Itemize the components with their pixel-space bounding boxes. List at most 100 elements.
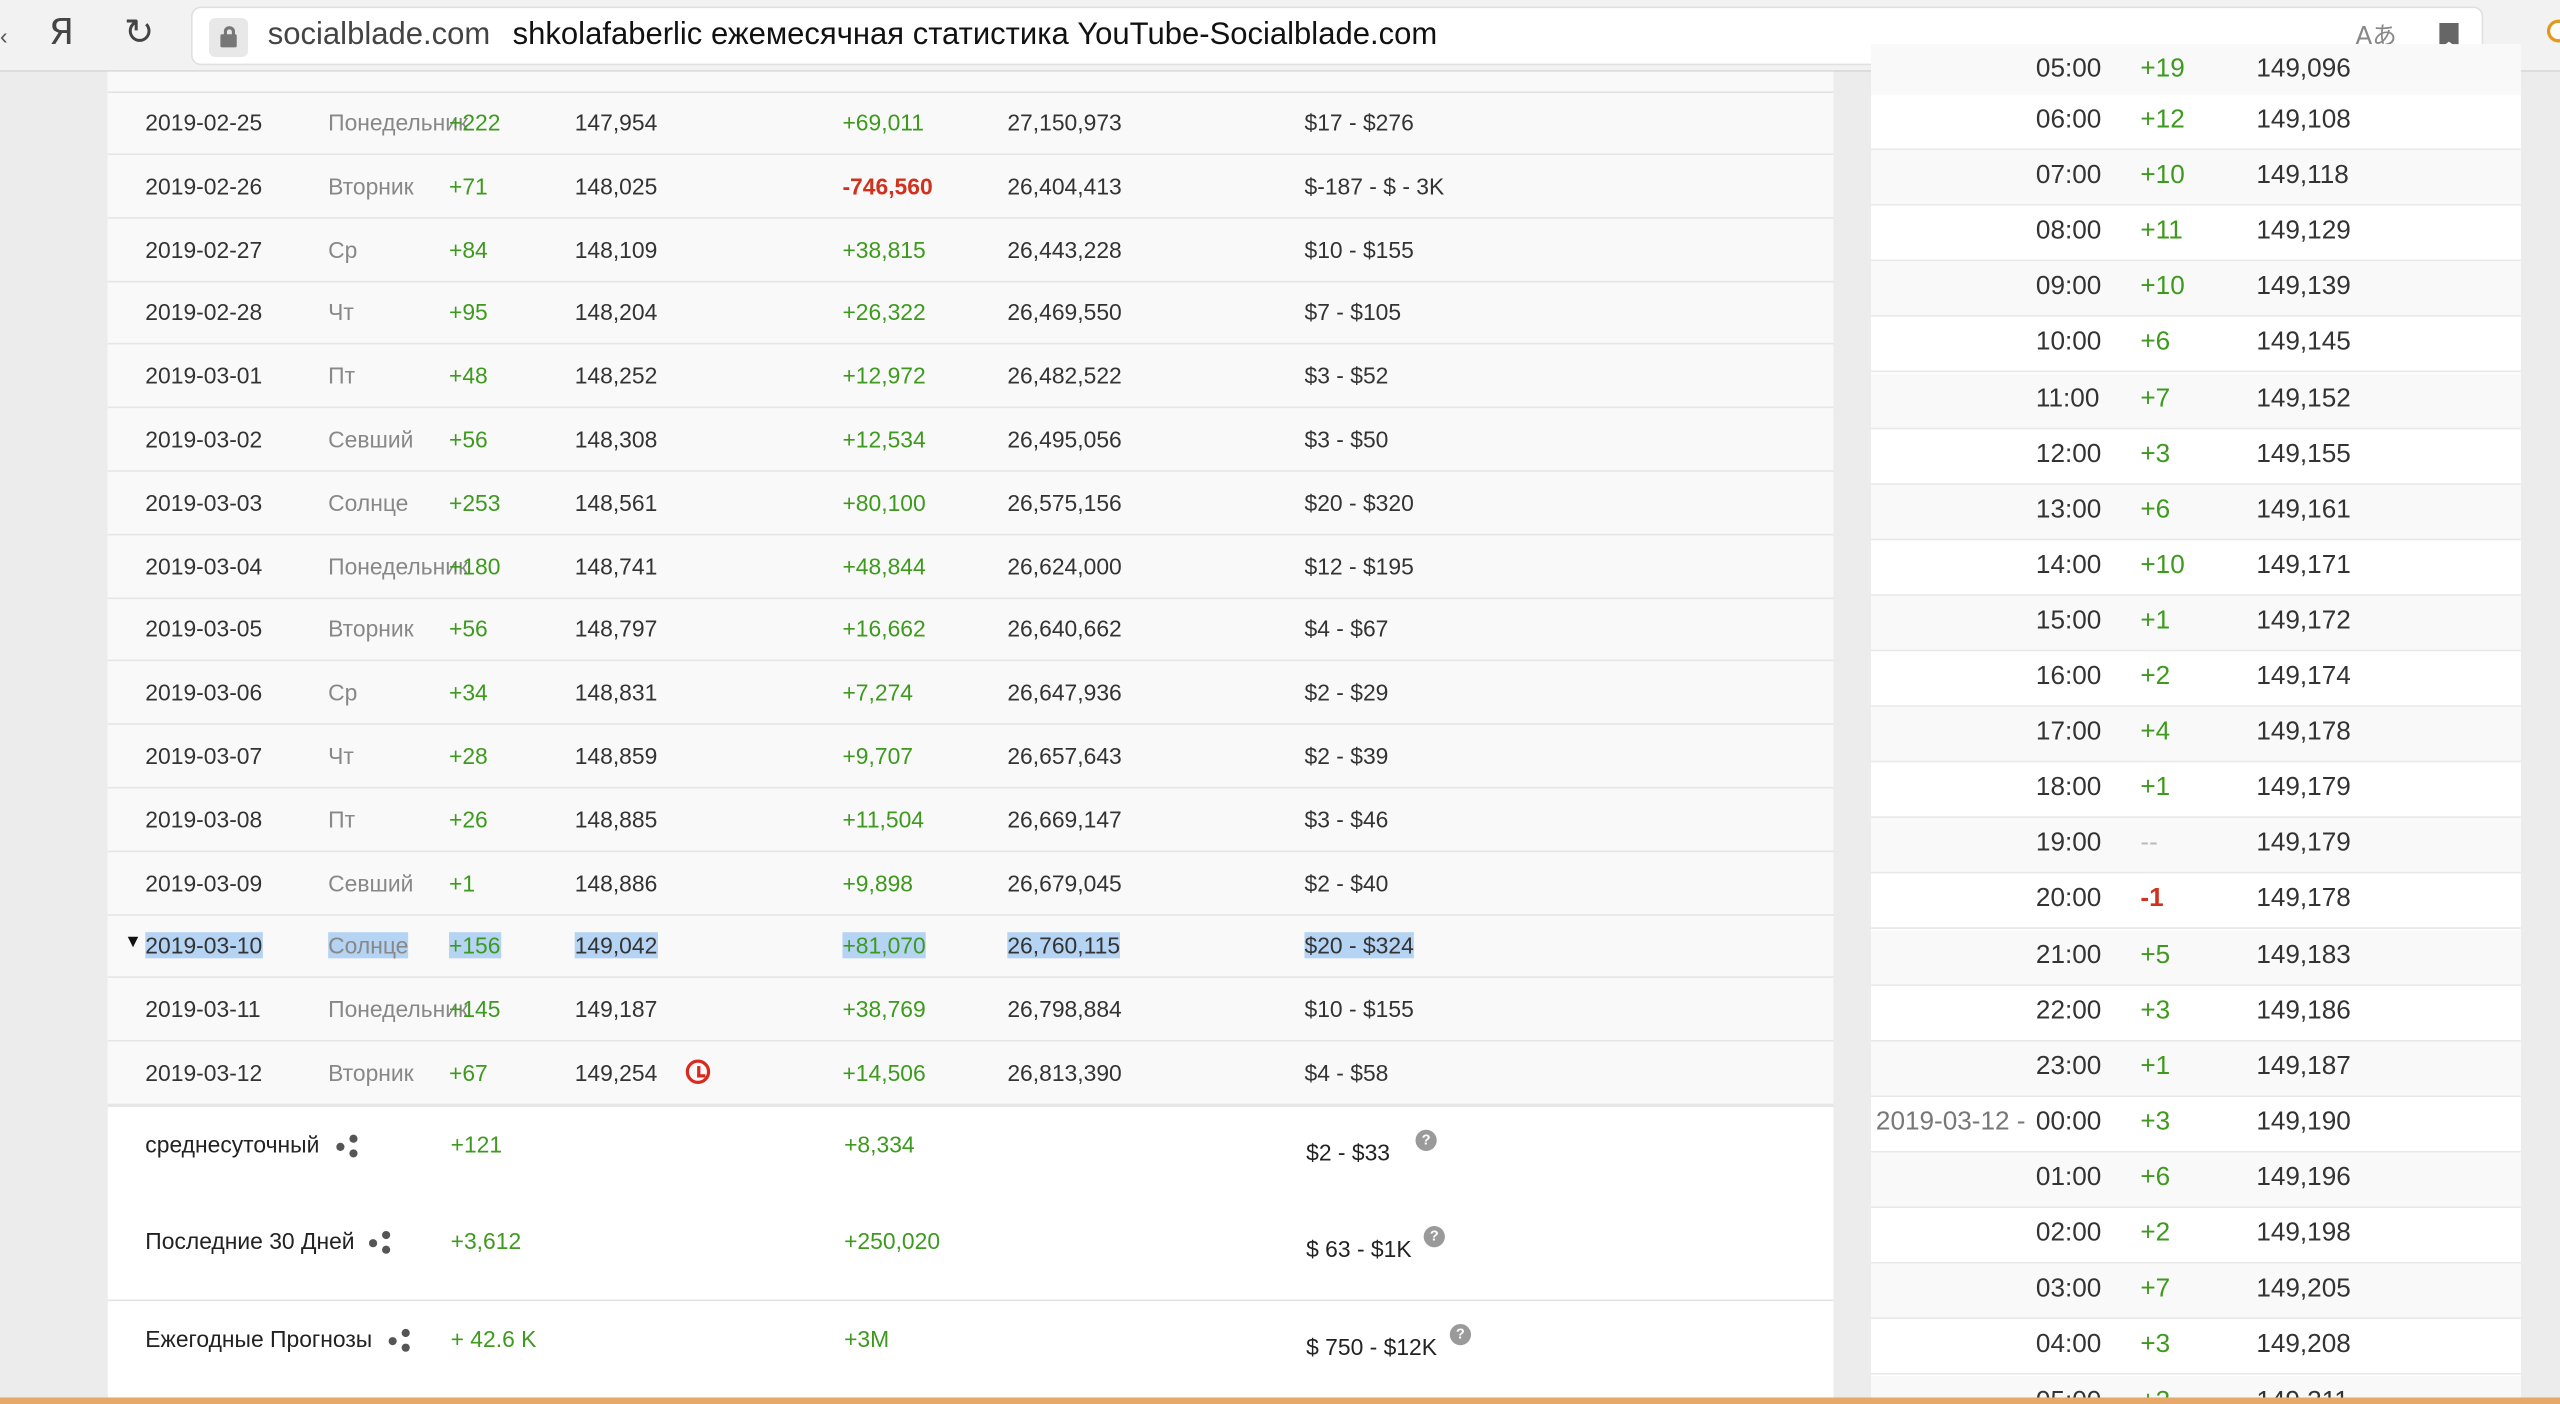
row-total-views: 26,404,413 <box>1007 172 1122 199</box>
hourly-time: 10:00 <box>2035 328 2102 357</box>
hourly-total: 149,096 <box>2256 55 2351 84</box>
row-total-subs: 148,204 <box>574 299 658 326</box>
row-views-change: +81,070 <box>842 932 926 959</box>
hourly-total: 149,172 <box>2256 607 2351 635</box>
hourly-row: 06:00 +12 149,108 <box>1871 94 2521 151</box>
help-icon[interactable]: ? <box>1423 1226 1445 1248</box>
hourly-delta: +7 <box>2140 1275 2171 1303</box>
hourly-delta: +3 <box>2140 996 2171 1025</box>
clock-icon[interactable] <box>685 1059 711 1085</box>
help-icon[interactable]: ? <box>1449 1324 1472 1346</box>
yandex-logo-icon[interactable]: Я <box>48 13 74 54</box>
table-bottom-divider <box>107 1105 1834 1107</box>
row-earnings: $2 - $40 <box>1304 869 1389 896</box>
summary-row: Ежегодные Прогнозы + 42.6 K +3M $ 750 - $12… <box>108 1324 1834 1391</box>
summary-earnings: $ 750 - $12K <box>1306 1333 1438 1360</box>
hourly-delta: +1 <box>2140 774 2171 802</box>
row-date: 2019-03-07 <box>145 742 263 769</box>
row-earnings: $3 - $46 <box>1304 806 1389 833</box>
page-bottom-border <box>0 1397 2560 1404</box>
row-day: Чт <box>328 742 354 769</box>
row-total-views: 27,150,973 <box>1007 109 1122 136</box>
hourly-delta: +1 <box>2140 1052 2171 1081</box>
row-earnings: $12 - $195 <box>1304 552 1414 579</box>
row-views-change: +38,815 <box>842 236 926 263</box>
share-icon[interactable] <box>368 1230 392 1254</box>
row-total-subs: 148,741 <box>574 552 658 579</box>
hourly-delta: -1 <box>2140 885 2164 914</box>
hourly-time: 16:00 <box>2035 662 2102 691</box>
hourly-time: 12:00 <box>2035 440 2102 468</box>
hourly-delta: +1 <box>2140 607 2171 635</box>
row-date: 2019-03-12 <box>145 1059 263 1086</box>
table-row: 2019-03-09 Севший +1 148,886 +9,898 26,679,04… <box>107 852 1834 916</box>
row-views-change: +16,662 <box>842 616 926 643</box>
hourly-total: 149,171 <box>2256 551 2351 580</box>
row-day: Понедельник <box>328 109 469 136</box>
hourly-delta: +5 <box>2140 941 2171 969</box>
expand-caret-icon[interactable]: ▼ <box>124 932 142 953</box>
hourly-time: 06:00 <box>2035 106 2102 134</box>
row-total-subs: 148,831 <box>574 679 658 706</box>
row-day: Вторник <box>328 1059 414 1086</box>
hourly-row: 02:00 +2 149,198 <box>1871 1208 2521 1264</box>
row-date: 2019-03-10 <box>145 932 263 959</box>
row-subs-change: +56 <box>448 426 488 453</box>
hourly-row: 22:00 +3 149,186 <box>1871 985 2521 1041</box>
row-total-views: 26,657,643 <box>1007 742 1122 769</box>
row-day: Севший <box>328 869 414 896</box>
table-row: 2019-03-06 Ср +34 148,831 +7,274 26,647,936 $2… <box>107 661 1834 726</box>
hourly-total: 149,152 <box>2256 384 2351 413</box>
hourly-total: 149,178 <box>2256 885 2351 914</box>
hourly-total: 149,205 <box>2256 1275 2351 1303</box>
hourly-total: 149,108 <box>2256 106 2351 134</box>
row-views-change: +14,506 <box>842 1059 926 1086</box>
reload-icon[interactable]: ↻ <box>124 13 155 54</box>
bookmark-icon[interactable] <box>2439 22 2459 49</box>
row-total-views: 26,813,390 <box>1007 1059 1122 1086</box>
hourly-time: 15:00 <box>2035 607 2102 635</box>
row-total-subs: 148,885 <box>574 806 658 833</box>
hourly-time: 09:00 <box>2035 273 2102 301</box>
row-views-change: +12,972 <box>842 362 926 389</box>
table-row: 2019-03-08 Пт +26 148,885 +11,504 26,669,147 $… <box>107 788 1834 852</box>
row-subs-change: +253 <box>448 489 501 516</box>
row-date: 2019-02-26 <box>145 172 263 199</box>
hourly-delta: +7 <box>2140 384 2171 413</box>
extension-icon[interactable] <box>2546 19 2560 43</box>
lock-icon[interactable] <box>208 17 249 58</box>
hourly-total: 149,178 <box>2256 718 2351 747</box>
row-earnings: $4 - $58 <box>1304 1059 1389 1086</box>
summary-label: среднесуточный <box>145 1131 320 1158</box>
row-date: 2019-03-08 <box>145 806 263 833</box>
hourly-delta: +3 <box>2140 440 2171 468</box>
hourly-row-partial-top: 05:00 +19 149,096 <box>1871 44 2521 100</box>
hourly-total: 149,155 <box>2256 440 2351 468</box>
row-subs-change: +1 <box>448 869 476 896</box>
summary-row: среднесуточный +121 +8,334 $2 - $33? <box>108 1129 1834 1196</box>
row-total-views: 26,798,884 <box>1007 996 1122 1023</box>
share-icon[interactable] <box>336 1134 359 1158</box>
row-date: 2019-02-27 <box>145 236 263 263</box>
hourly-delta: -- <box>2140 829 2158 858</box>
hourly-time: 22:00 <box>2035 996 2102 1025</box>
table-row: 2019-03-11 Понедельник +145 149,187 +38,769 2… <box>107 978 1834 1042</box>
row-earnings: $4 - $67 <box>1304 616 1389 643</box>
hourly-time: 02:00 <box>2035 1219 2102 1248</box>
row-views-change: +26,322 <box>842 299 926 326</box>
row-earnings: $7 - $105 <box>1304 299 1402 326</box>
row-views-change: +80,100 <box>842 489 926 516</box>
row-views-change: +12,534 <box>842 426 926 453</box>
share-icon[interactable] <box>388 1328 412 1352</box>
hourly-total: 149,196 <box>2256 1163 2351 1192</box>
hourly-total: 149,186 <box>2256 996 2351 1025</box>
summary-subs: +121 <box>450 1131 503 1158</box>
back-arrow-icon[interactable]: ‹ <box>0 22 8 49</box>
row-total-subs: 148,797 <box>574 616 658 643</box>
hourly-total: 149,183 <box>2256 941 2351 969</box>
help-icon[interactable]: ? <box>1415 1129 1437 1151</box>
table-row: 2019-02-27 Ср +84 148,109 +38,815 26,443,228 $… <box>107 218 1834 282</box>
hourly-row: 01:00 +6 149,196 <box>1871 1152 2521 1208</box>
hourly-row: 04:00 +3 149,208 <box>1871 1319 2521 1375</box>
